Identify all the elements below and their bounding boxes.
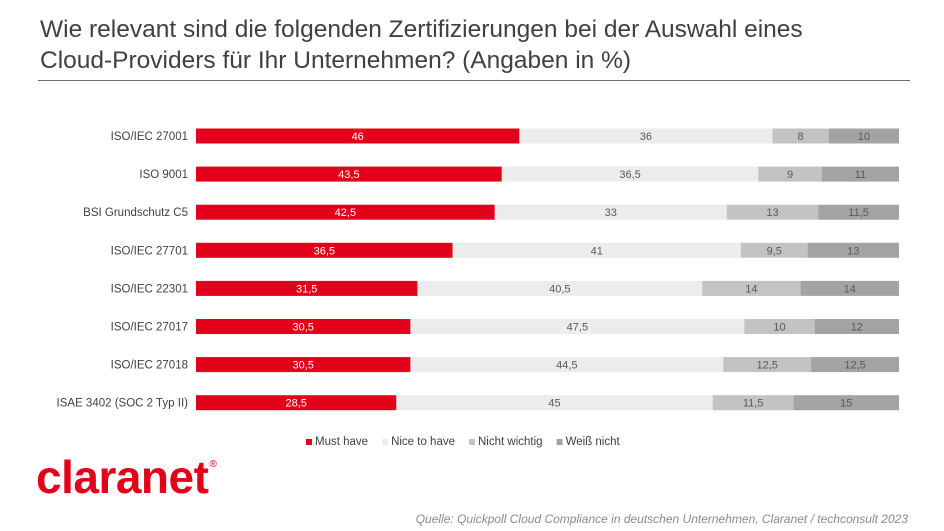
bar-nicht-wichtig-1 [772, 128, 829, 144]
chart-title: Wie relevant sind die folgenden Zertifiz… [40, 14, 920, 76]
data-label-wei-nicht-4: 13 [847, 245, 859, 257]
category-label-iso-iec-27018: ISO/IEC 27018 [111, 360, 188, 372]
data-label-nicht-wichtig-7: 12,5 [756, 360, 777, 372]
bar-must-have-7 [196, 357, 411, 373]
bar-wei-nicht-3 [818, 204, 899, 220]
chart-title-line-2: Cloud-Providers für Ihr Unternehmen? (An… [40, 47, 632, 74]
logo-text: claranet [36, 451, 209, 503]
bar-must-have-8 [196, 395, 397, 411]
data-label-wei-nicht-3: 11,5 [848, 207, 869, 219]
bar-nicht-wichtig-5 [702, 280, 801, 296]
bar-must-have-2 [196, 166, 502, 182]
data-label-nicht-wichtig-3: 13 [766, 207, 778, 219]
bar-nice-to-have-8 [396, 395, 713, 411]
data-label-must-have-3: 42,5 [335, 207, 356, 219]
bar-nice-to-have-4 [452, 242, 741, 258]
category-label-iso-iec-27701: ISO/IEC 27701 [111, 245, 188, 257]
bar-must-have-1 [196, 128, 520, 144]
data-label-wei-nicht-2: 11 [855, 169, 866, 181]
bar-nicht-wichtig-7 [723, 357, 812, 373]
data-label-must-have-7: 30,5 [292, 360, 313, 372]
bar-nicht-wichtig-6 [744, 319, 815, 334]
bar-nicht-wichtig-3 [726, 204, 819, 220]
legend-swatch-wei-nicht [556, 439, 563, 445]
chart-title-line-1: Wie relevant sind die folgenden Zertifiz… [40, 16, 803, 43]
legend-label-nice-to-have: Nice to have [391, 436, 455, 448]
data-label-must-have-1: 46 [352, 131, 364, 143]
data-label-nice-to-have-8: 45 [548, 398, 560, 410]
stacked-bar-chart: ISO/IEC 27001 46 36 8 10 ISO 9001 43,5 36,5 9 11 B… [57, 128, 899, 448]
bar-must-have-3 [196, 204, 495, 220]
data-label-nicht-wichtig-8: 11,5 [743, 398, 764, 410]
data-label-must-have-5: 31,5 [296, 283, 317, 295]
category-label-iso-iec-27017: ISO/IEC 27017 [111, 322, 188, 334]
bar-nicht-wichtig-8 [712, 395, 794, 411]
data-label-nice-to-have-7: 44,5 [556, 360, 577, 372]
bar-nice-to-have-7 [410, 357, 724, 373]
category-label-isae-3402-soc-2-typ-ii: ISAE 3402 (SOC 2 Typ II) [57, 398, 189, 410]
data-label-nice-to-have-3: 33 [605, 207, 617, 219]
bar-must-have-5 [196, 280, 418, 296]
bar-nice-to-have-5 [417, 280, 703, 296]
data-label-wei-nicht-5: 14 [844, 283, 856, 295]
bar-nicht-wichtig-4 [740, 242, 808, 258]
data-label-nicht-wichtig-5: 14 [745, 283, 757, 295]
category-label-iso-iec-22301: ISO/IEC 22301 [111, 283, 188, 295]
bar-must-have-4 [196, 242, 453, 258]
bar-wei-nicht-7 [811, 357, 899, 373]
data-label-nicht-wichtig-1: 8 [798, 131, 804, 143]
bar-wei-nicht-5 [800, 280, 899, 296]
legend-label-wei-nicht: Weiß nicht [566, 436, 621, 448]
data-label-nice-to-have-1: 36 [640, 131, 652, 143]
data-label-must-have-4: 36,5 [314, 245, 335, 257]
data-label-nicht-wichtig-2: 9 [787, 169, 793, 181]
data-label-nice-to-have-4: 41 [591, 245, 603, 257]
bar-nicht-wichtig-2 [758, 166, 822, 182]
data-label-nice-to-have-2: 36,5 [619, 169, 640, 181]
bar-wei-nicht-1 [828, 128, 899, 144]
bar-nice-to-have-6 [410, 319, 745, 334]
source-note: Quelle: Quickpoll Cloud Compliance in de… [415, 512, 908, 526]
data-label-wei-nicht-8: 15 [840, 398, 852, 410]
category-label-iso-9001: ISO 9001 [139, 169, 188, 181]
category-label-iso-iec-27001: ISO/IEC 27001 [111, 131, 188, 143]
bar-nice-to-have-2 [501, 166, 759, 182]
bar-must-have-6 [196, 319, 411, 334]
bar-nice-to-have-3 [494, 204, 727, 220]
data-label-nicht-wichtig-6: 10 [773, 322, 785, 334]
data-label-must-have-6: 30,5 [292, 322, 313, 334]
data-label-nicht-wichtig-4: 9,5 [767, 245, 782, 257]
data-label-wei-nicht-6: 12 [851, 322, 863, 334]
legend-swatch-nicht-wichtig [469, 439, 475, 445]
category-label-bsi-grundschutz-c5: BSI Grundschutz C5 [83, 207, 188, 219]
legend-label-nicht-wichtig: Nicht wichtig [478, 436, 543, 448]
claranet-logo: claranet® [36, 451, 217, 503]
bar-wei-nicht-6 [814, 319, 899, 334]
bar-wei-nicht-2 [821, 166, 899, 182]
data-label-must-have-2: 43,5 [338, 169, 359, 181]
legend-swatch-nice-to-have [382, 439, 389, 445]
title-divider [38, 80, 910, 81]
data-label-must-have-8: 28,5 [285, 398, 306, 410]
logo-trademark: ® [209, 459, 217, 470]
bar-nice-to-have-1 [519, 128, 773, 144]
legend-swatch-must-have [306, 439, 312, 445]
data-label-nice-to-have-5: 40,5 [549, 283, 570, 295]
bar-wei-nicht-8 [793, 395, 899, 411]
data-label-wei-nicht-7: 12,5 [844, 360, 865, 372]
data-label-wei-nicht-1: 10 [858, 131, 870, 143]
legend-label-must-have: Must have [315, 436, 368, 448]
data-label-nice-to-have-6: 47,5 [567, 322, 588, 334]
bar-wei-nicht-4 [807, 242, 899, 258]
